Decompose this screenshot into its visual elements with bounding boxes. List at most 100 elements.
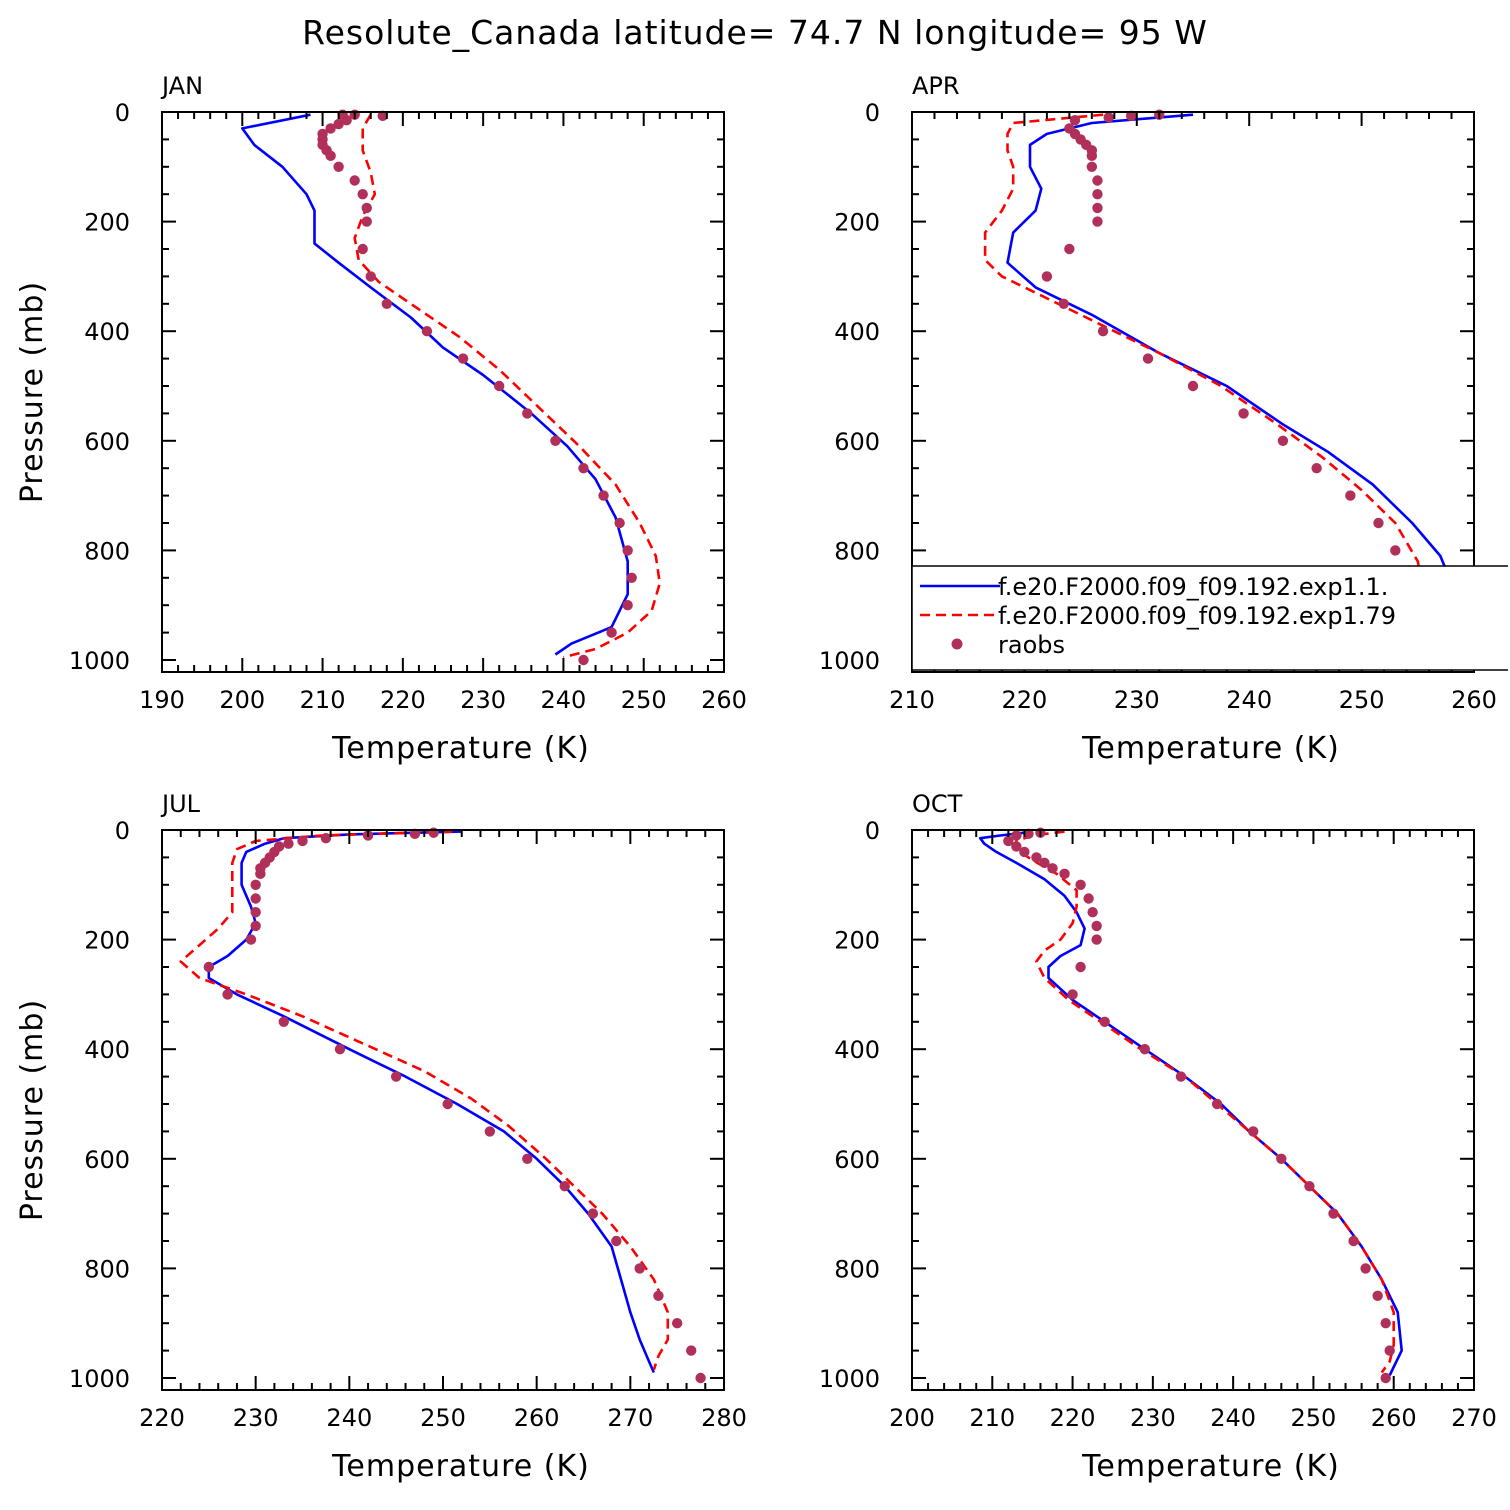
raobs-point-oct-20: [1211, 1098, 1223, 1110]
raobs-point-jan-15: [361, 216, 372, 227]
legend-entry-1: f.e20.F2000.f09_f09.192.exp1.1.: [920, 573, 1388, 601]
y-tick-label-apr-200: 200: [834, 209, 880, 237]
x-tick-label-oct-260: 260: [1371, 1404, 1417, 1432]
y-tick-label-jul-1000: 1000: [69, 1365, 130, 1393]
raobs-point-oct-22: [1276, 1153, 1287, 1165]
panel-jul: 220 230 240 250 260 270 280 0 200 400 600 800 1000 JU…: [15, 790, 747, 1484]
raobs-point-apr-2: [1103, 112, 1114, 123]
x-tick-label-jan-190: 190: [139, 686, 185, 714]
raobs-point-oct-24: [1328, 1208, 1339, 1219]
legend: f.e20.F2000.f09_f09.192.exp1.1.f.e20.F20…: [911, 565, 1508, 671]
plot-frame-oct: [911, 829, 1475, 1391]
x-tick-label-jul-230: 230: [233, 1404, 279, 1432]
raobs-point-oct-13: [1091, 920, 1102, 932]
y-tick-label-jan-200: 200: [84, 209, 130, 237]
y-tick-label-jan-1000: 1000: [69, 647, 130, 675]
raobs-point-jul-27: [611, 1235, 622, 1247]
x-tick-label-oct-200: 200: [889, 1404, 935, 1432]
raobs-point-jul-4: [297, 835, 308, 847]
raobs-point-jan-14: [361, 202, 372, 214]
raobs-point-jul-30: [671, 1318, 683, 1329]
x-tick-label-apr-210: 210: [889, 686, 935, 714]
series-raobs-jul: [203, 827, 706, 1384]
raobs-point-jan-13: [357, 189, 368, 200]
x-tick-label-jul-270: 270: [607, 1404, 653, 1432]
y-tick-label-jan-0: 0: [115, 99, 130, 127]
raobs-point-apr-22: [1277, 435, 1289, 446]
x-tick-label-jul-240: 240: [326, 1404, 372, 1432]
raobs-point-jul-25: [559, 1181, 570, 1192]
model1-line-jul: [207, 830, 655, 1374]
raobs-point-oct-25: [1348, 1235, 1359, 1247]
panel-oct: 200 210 220 230 240 250 260 270 0 200 400 600 800 100…: [819, 790, 1497, 1484]
raobs-point-oct-3: [1003, 835, 1014, 847]
x-tick-label-jan-220: 220: [380, 686, 426, 714]
raobs-point-jul-5: [283, 838, 294, 849]
x-tick-label-jan-240: 240: [541, 686, 587, 714]
x-tick-label-oct-270: 270: [1451, 1404, 1497, 1432]
raobs-point-jul-17: [203, 961, 215, 973]
raobs-point-jul-1: [409, 828, 421, 840]
raobs-point-oct-27: [1372, 1290, 1383, 1302]
y-tick-label-jul-800: 800: [84, 1255, 130, 1283]
raobs-point-apr-14: [1092, 216, 1103, 227]
raobs-point-jul-19: [278, 1016, 289, 1027]
raobs-point-jul-22: [442, 1098, 453, 1110]
raobs-point-oct-9: [1059, 868, 1070, 880]
series-model2-jan: [353, 114, 662, 659]
x-tick-label-jul-250: 250: [420, 1404, 466, 1432]
plot-frame-jul: [161, 829, 725, 1391]
raobs-point-oct-23: [1304, 1181, 1315, 1192]
raobs-point-apr-9: [1086, 150, 1098, 162]
x-tick-label-jan-250: 250: [621, 686, 667, 714]
figure-title: Resolute_Canada latitude= 74.7 N longitu…: [302, 13, 1208, 52]
raobs-point-jan-18: [381, 298, 392, 309]
y-ticks-jul: [162, 829, 724, 1379]
series-model2-oct: [1015, 830, 1395, 1374]
raobs-point-apr-13: [1092, 202, 1103, 214]
y-axis-label-jan: Pressure (mb): [15, 281, 50, 503]
raobs-point-jan-19: [421, 326, 433, 337]
legend-label-3: raobs: [998, 631, 1065, 659]
x-tick-label-jul-220: 220: [139, 1404, 185, 1432]
raobs-point-oct-4: [1011, 841, 1022, 852]
plot-frame-apr: [911, 111, 1475, 673]
raobs-point-apr-1: [1125, 110, 1137, 122]
raobs-point-jul-13: [250, 893, 261, 904]
raobs-point-apr-23: [1311, 463, 1322, 474]
x-ticks-oct: [911, 830, 1475, 1390]
raobs-point-jan-26: [614, 517, 625, 529]
series-raobs-jan: [317, 109, 637, 666]
raobs-point-oct-1: [1023, 828, 1034, 840]
x-axis-label-jul: Temperature (K): [331, 1449, 590, 1484]
raobs-point-jul-18: [222, 989, 233, 1000]
x-tick-label-jan-200: 200: [219, 686, 265, 714]
x-ticks-jan: [161, 112, 725, 672]
raobs-point-oct-29: [1384, 1345, 1395, 1356]
raobs-point-jan-22: [522, 408, 533, 419]
raobs-point-oct-18: [1139, 1044, 1151, 1055]
raobs-point-jan-31: [578, 654, 589, 666]
raobs-point-jul-15: [250, 920, 261, 932]
legend-entry-2: f.e20.F2000.f09_f09.192.exp1.79: [920, 602, 1396, 630]
plot-frame-jan: [161, 111, 725, 673]
x-tick-label-jan-210: 210: [300, 686, 346, 714]
series-model1-oct: [978, 831, 1403, 1376]
raobs-point-oct-19: [1175, 1071, 1187, 1082]
y-tick-label-oct-400: 400: [834, 1036, 880, 1064]
raobs-point-oct-11: [1083, 893, 1094, 904]
y-tick-label-apr-400: 400: [834, 318, 880, 346]
raobs-point-jan-27: [622, 545, 633, 556]
x-tick-label-oct-220: 220: [1050, 1404, 1096, 1432]
raobs-point-apr-17: [1058, 298, 1069, 309]
legend-label-1: f.e20.F2000.f09_f09.192.exp1.1.: [998, 573, 1388, 601]
raobs-point-jan-2: [377, 110, 388, 122]
panels: 190 200 210 220 230 240 250 260 0 200 400 600 800 100…: [15, 72, 1497, 1484]
raobs-point-oct-5: [1019, 846, 1030, 858]
x-tick-label-apr-260: 260: [1451, 686, 1497, 714]
x-tick-label-apr-230: 230: [1114, 686, 1160, 714]
raobs-point-apr-21: [1238, 408, 1249, 419]
raobs-point-jul-23: [484, 1126, 496, 1137]
y-axis-label-jul: Pressure (mb): [15, 999, 50, 1221]
raobs-point-jul-24: [522, 1153, 533, 1165]
